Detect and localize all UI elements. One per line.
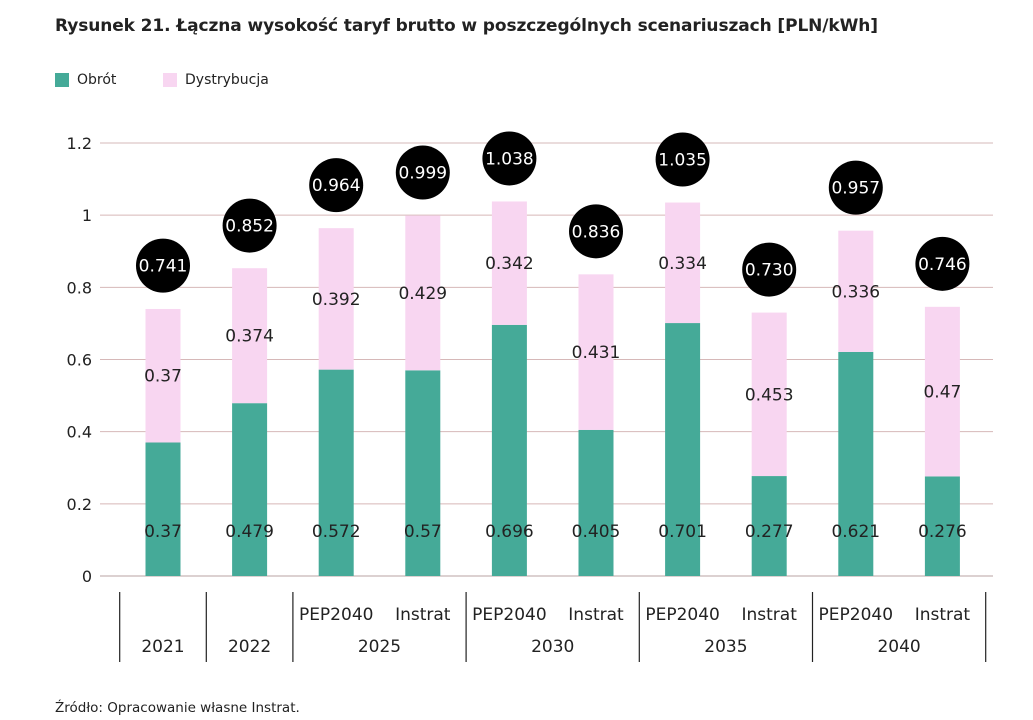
data-label-obrot: 0.701	[658, 522, 707, 542]
source-note: Źródło: Opracowanie własne Instrat.	[55, 700, 300, 716]
data-label-obrot: 0.696	[485, 522, 534, 542]
bar-dystrybucja	[405, 215, 441, 371]
total-label: 0.746	[918, 255, 967, 275]
x-tick-label: Instrat	[568, 605, 624, 625]
bar-obrot	[145, 442, 181, 576]
y-tick-label: 1	[82, 206, 92, 225]
data-label-dystrybucja: 0.47	[923, 383, 961, 403]
y-tick-label: 0.6	[67, 351, 92, 370]
total-label: 0.964	[312, 176, 361, 196]
data-label-obrot: 0.57	[404, 522, 442, 542]
data-label-obrot: 0.479	[225, 522, 274, 542]
y-tick-label: 0.8	[67, 278, 92, 297]
total-label: 0.836	[572, 222, 621, 242]
legend-label-dystrybucja: Dystrybucja	[185, 72, 269, 88]
total-bubble	[136, 238, 190, 293]
x-group-label: 2040	[877, 637, 920, 657]
bar-dystrybucja	[232, 268, 268, 404]
total-bubble	[569, 204, 623, 259]
x-group-label: 2021	[141, 637, 184, 657]
bar-dystrybucja	[491, 201, 527, 325]
y-tick-label: 1.2	[67, 134, 92, 153]
x-group-label: 2025	[358, 637, 401, 657]
total-bubble	[915, 236, 970, 291]
x-group-label: 2022	[228, 637, 271, 657]
data-label-dystrybucja: 0.392	[312, 290, 361, 310]
bar-dystrybucja	[838, 230, 874, 352]
data-label-obrot: 0.621	[831, 522, 880, 542]
stacked-bar-chart: 0 0.2 0.4 0.6 0.8 1 1.2 0.37 0.37 0.741 0.479 0.374…	[67, 131, 993, 662]
total-bubble	[828, 160, 883, 215]
bar-obrot	[578, 429, 614, 576]
data-label-dystrybucja: 0.431	[572, 343, 621, 363]
x-tick-label: Instrat	[395, 605, 451, 625]
data-label-dystrybucja: 0.334	[658, 254, 707, 274]
data-label-dystrybucja: 0.429	[398, 284, 447, 304]
data-label-obrot: 0.37	[144, 522, 182, 542]
y-tick-label: 0.2	[67, 495, 92, 514]
total-label: 0.741	[139, 257, 188, 277]
legend-label-obrot: Obrót	[77, 72, 117, 88]
total-label: 0.957	[831, 179, 880, 199]
data-label-dystrybucja: 0.342	[485, 254, 534, 274]
bar-obrot	[318, 369, 354, 576]
bar-dystrybucja	[665, 202, 701, 324]
y-tick-label: 0	[82, 567, 92, 586]
total-bubble	[742, 242, 797, 297]
x-tick-label: PEP2040	[299, 605, 374, 625]
bar-dystrybucja	[145, 308, 181, 443]
total-bubble	[309, 158, 364, 213]
total-label: 0.999	[398, 164, 447, 184]
data-label-obrot: 0.276	[918, 522, 967, 542]
bar-dystrybucja	[578, 274, 614, 430]
total-label: 0.852	[225, 217, 274, 237]
data-label-dystrybucja: 0.37	[144, 367, 182, 387]
bar-obrot	[665, 323, 701, 576]
legend-swatch-dystrybucja	[163, 73, 177, 87]
y-tick-label: 0.4	[67, 423, 92, 442]
bar-obrot	[232, 403, 268, 576]
bar-dystrybucja	[318, 228, 354, 370]
bar-obrot	[491, 324, 527, 576]
x-tick-label: PEP2040	[819, 605, 894, 625]
x-tick-label: Instrat	[742, 605, 798, 625]
x-tick-label: PEP2040	[472, 605, 547, 625]
bar-obrot	[751, 476, 787, 576]
bar-dystrybucja	[924, 306, 960, 477]
chart-title: Rysunek 21. Łączna wysokość taryf brutto…	[55, 16, 878, 36]
x-tick-label: PEP2040	[645, 605, 720, 625]
bar-dystrybucja	[751, 312, 787, 477]
total-bubble	[655, 132, 710, 187]
x-tick-label: Instrat	[915, 605, 971, 625]
x-group-label: 2035	[704, 637, 747, 657]
bar-obrot	[838, 351, 874, 576]
total-label: 0.730	[745, 261, 794, 281]
total-bubble	[482, 131, 537, 186]
bar-obrot	[405, 370, 441, 576]
legend-item-dystrybucja: Dystrybucja	[163, 72, 269, 88]
total-label: 1.035	[658, 151, 707, 171]
data-label-obrot: 0.572	[312, 522, 361, 542]
legend-item-obrot: Obrót	[55, 72, 116, 88]
data-label-obrot: 0.277	[745, 522, 794, 542]
x-group-label: 2030	[531, 637, 574, 657]
total-label: 1.038	[485, 149, 534, 169]
data-label-dystrybucja: 0.374	[225, 327, 274, 347]
data-label-obrot: 0.405	[572, 522, 621, 542]
legend-swatch-obrot	[55, 73, 69, 87]
total-bubble	[222, 198, 277, 253]
data-label-dystrybucja: 0.336	[831, 282, 880, 302]
total-bubble	[395, 145, 450, 200]
data-label-dystrybucja: 0.453	[745, 385, 794, 405]
bar-obrot	[924, 476, 960, 576]
